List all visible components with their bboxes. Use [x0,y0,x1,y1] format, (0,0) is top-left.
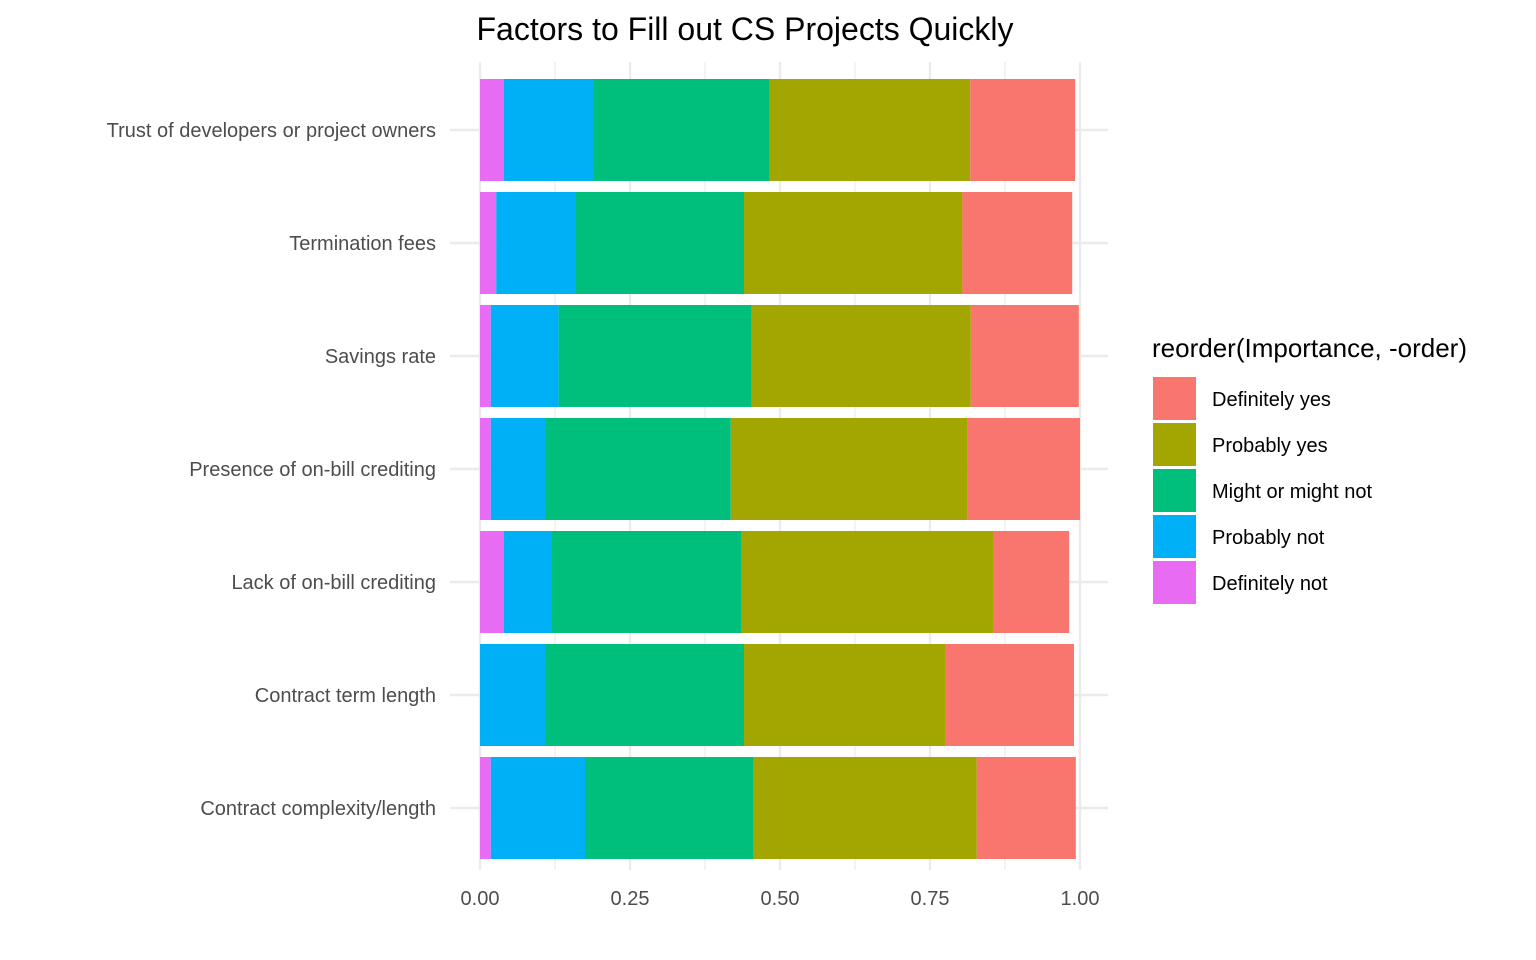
bar-segment [480,305,491,407]
y-tick-label: Savings rate [325,346,436,368]
bar-segment [490,757,585,859]
bar-segment [945,644,1074,746]
bars-layer [480,79,1080,859]
legend-key [1153,515,1196,558]
bar-segment [993,531,1070,633]
bar-segment [504,531,552,633]
bar-segment [552,531,742,633]
legend-label: Probably yes [1212,435,1328,457]
bar-segment [480,644,546,746]
bar-segment [970,305,1079,407]
bar-segment [480,418,491,520]
bar-segment [585,757,753,859]
legend-title: reorder(Importance, -order) [1152,333,1467,363]
y-tick-label: Contract complexity/length [200,798,436,820]
legend-label: Definitely not [1212,573,1328,595]
bar-segment [496,192,576,294]
bar-segment [962,192,1073,294]
x-tick-label: 0.25 [611,888,650,910]
bar-segment [490,305,559,407]
y-tick-label: Lack of on-bill crediting [231,572,436,594]
y-axis-labels: Trust of developers or project owners Ter… [107,120,436,820]
legend: reorder(Importance, -order) Definitely y… [1152,333,1467,604]
legend-label: Probably not [1212,527,1325,549]
bar-segment [490,418,546,520]
bar-segment [546,418,731,520]
bar-segment [594,79,770,181]
bar-segment [967,418,1080,520]
x-tick-label: 0.00 [461,888,500,910]
bar-segment [558,305,752,407]
y-tick-label: Presence of on-bill crediting [189,459,436,481]
bar-segment [970,79,1076,181]
x-tick-label: 0.75 [911,888,950,910]
bar-segment [480,757,491,859]
bar-segment [480,192,497,294]
y-tick-label: Contract term length [255,685,436,707]
y-tick-label: Trust of developers or project owners [107,120,436,142]
bar-segment [976,757,1076,859]
x-tick-label: 0.50 [761,888,800,910]
bar-segment [744,644,945,746]
chart-title: Factors to Fill out CS Projects Quickly [476,11,1013,47]
legend-label: Might or might not [1212,481,1373,503]
legend-key [1153,561,1196,604]
bar-segment [480,79,504,181]
bar-segment [504,79,594,181]
x-tick-label: 1.00 [1061,888,1100,910]
legend-label: Definitely yes [1212,389,1331,411]
bar-segment [546,644,744,746]
bar-segment [480,531,504,633]
bar-segment [730,418,968,520]
bar-segment [769,79,971,181]
bar-segment [741,531,993,633]
legend-key [1153,469,1196,512]
bar-segment [753,757,977,859]
legend-key [1153,377,1196,420]
bar-segment [751,305,971,407]
bar-segment [744,192,963,294]
legend-key [1153,423,1196,466]
x-axis-labels: 0.00 0.25 0.50 0.75 1.00 [461,888,1100,910]
bar-segment [576,192,744,294]
y-tick-label: Termination fees [289,233,436,255]
